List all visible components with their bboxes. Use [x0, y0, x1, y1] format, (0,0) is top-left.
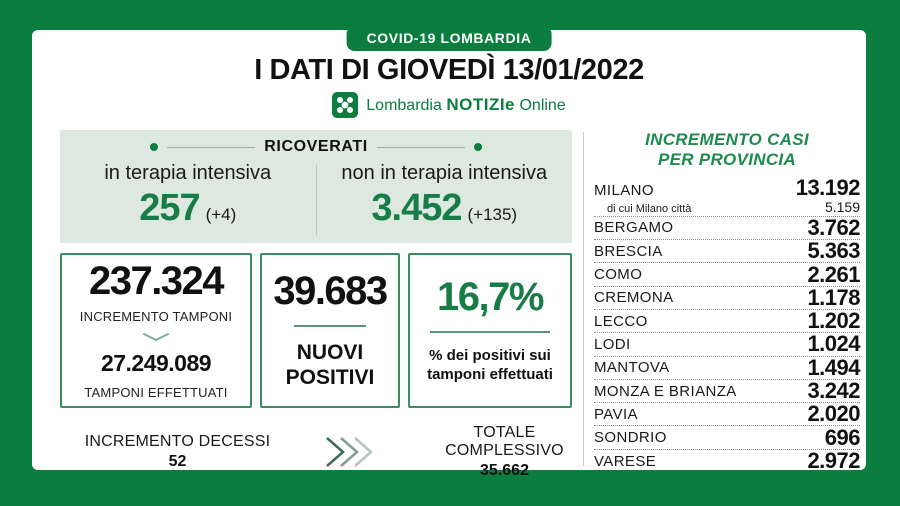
rosa-camuna-icon — [332, 92, 359, 118]
terapia-intensiva-label: in terapia intensiva — [104, 162, 272, 184]
green-dot-icon — [150, 143, 159, 151]
lombardia-notizie-logo: Lombardia NOTIZIe Online — [32, 92, 866, 118]
province-title-line2: PER PROVINCIA — [657, 150, 797, 170]
province-value: 13.192 — [795, 175, 861, 201]
incremento-decessi-value: 52 — [168, 453, 187, 470]
divider-line — [294, 325, 366, 328]
logo-wordmark: Lombardia NOTIZIe Online — [366, 95, 565, 115]
terapia-intensiva-value: 257 — [139, 187, 200, 229]
bottom-summary-row: INCREMENTO DECESSI 52 TOTALE COMPLESSIVO… — [60, 424, 572, 480]
left-column: RICOVERATI in terapia intensiva 257 (+4) — [60, 130, 572, 479]
page-title: I DATI DI GIOVEDÌ 13/01/2022 — [254, 54, 644, 86]
totale-complessivo-value: 35.662 — [480, 462, 529, 479]
tamponi-effettuati-value: 27.249.089 — [100, 349, 212, 376]
table-row: SONDRIO 696 — [594, 424, 861, 450]
province-name: SONDRIO — [594, 429, 667, 447]
province-value: 1.024 — [807, 331, 860, 357]
province-title: INCREMENTO CASI PER PROVINCIA — [594, 130, 860, 171]
divider-line — [167, 146, 256, 148]
tamponi-box: 237.324 INCREMENTO TAMPONI 27.249.089 TA… — [60, 253, 252, 408]
logo-online: Online — [519, 97, 566, 114]
table-row: LECCO 1.202 — [594, 308, 860, 334]
incremento-decessi-label: INCREMENTO DECESSI — [84, 433, 271, 450]
divider-line — [376, 146, 465, 148]
province-table: MILANO 13.192 di cui Milano città 5.159 … — [594, 175, 861, 473]
covid-lombardia-badge: COVID-19 LOMBARDIA — [346, 26, 552, 51]
percentuale-positivi-box: 16,7% % dei positivi sui tamponi effettu… — [408, 253, 572, 408]
province-value: 696 — [824, 424, 861, 450]
province-title-line1: INCREMENTO CASI — [645, 130, 809, 149]
province-value: 3.242 — [807, 378, 860, 403]
province-value: 1.202 — [807, 308, 860, 334]
chevron-down-icon — [143, 332, 169, 342]
province-name: MILANO — [594, 182, 654, 200]
totale-complessivo-label: TOTALE COMPLESSIVO — [445, 424, 564, 459]
province-value: 2.020 — [807, 401, 860, 427]
divider-line — [430, 330, 550, 333]
province-name: MANTOVA — [594, 359, 670, 377]
nuovi-positivi-label: NUOVI POSITIVI — [285, 341, 375, 389]
chevrons-right-icon — [323, 432, 375, 472]
milano-citta-value: 5.159 — [824, 199, 860, 216]
milano-citta-label: di cui Milano città — [607, 203, 692, 216]
column-separator — [583, 132, 584, 466]
table-row: BERGAMO 3.762 — [594, 214, 860, 241]
nuovi-positivi-value: 39.683 — [273, 269, 388, 314]
ricoverati-title: RICOVERATI — [264, 138, 368, 155]
province-value: 2.261 — [807, 261, 860, 287]
ricoverati-panel: RICOVERATI in terapia intensiva 257 (+4) — [60, 130, 572, 243]
table-row-milano: MILANO 13.192 di cui Milano città 5.159 — [594, 175, 861, 217]
province-name: BERGAMO — [594, 219, 674, 237]
logo-brand: Lombardia — [366, 97, 442, 114]
terapia-intensiva-block: in terapia intensiva 257 (+4) — [60, 160, 316, 240]
incremento-decessi-block: INCREMENTO DECESSI 52 — [60, 433, 295, 471]
province-name: VARESE — [594, 452, 657, 470]
percentuale-label: % dei positivi sui tamponi effettuati — [427, 346, 553, 383]
terapia-intensiva-delta: (+4) — [205, 205, 237, 224]
province-panel: INCREMENTO CASI PER PROVINCIA MILANO 13.… — [594, 130, 861, 472]
non-terapia-intensiva-block: non in terapia intensiva 3.452 (+135) — [317, 160, 573, 240]
vertical-divider — [315, 164, 317, 236]
main-content: RICOVERATI in terapia intensiva 257 (+4) — [60, 130, 861, 479]
table-row: CREMONA 1.178 — [594, 284, 860, 310]
incremento-tamponi-value: 237.324 — [88, 259, 225, 303]
totale-complessivo-block: TOTALE COMPLESSIVO 35.662 — [375, 424, 572, 480]
province-name: LODI — [594, 335, 631, 353]
table-row: PAVIA 2.020 — [594, 401, 860, 427]
province-value: 5.363 — [807, 238, 860, 264]
province-value: 2.972 — [807, 448, 860, 474]
province-name: BRESCIA — [594, 242, 663, 260]
content-sheet: COVID-19 LOMBARDIA I DATI DI GIOVEDÌ 13/… — [32, 26, 866, 479]
tamponi-effettuati-label: TAMPONI EFFETTUATI — [84, 385, 228, 400]
province-value: 1.494 — [807, 354, 860, 380]
province-name: CREMONA — [594, 289, 674, 307]
province-name: COMO — [594, 266, 643, 284]
ricoverati-header: RICOVERATI — [60, 138, 572, 156]
province-value: 1.178 — [807, 284, 860, 310]
green-dot-icon — [473, 143, 482, 151]
province-name: MONZA E BRIANZA — [594, 382, 737, 400]
table-row: BRESCIA 5.363 — [594, 238, 860, 264]
table-row: VARESE 2.972 — [594, 450, 860, 473]
table-row: MONZA E BRIANZA 3.242 — [594, 378, 860, 404]
non-terapia-intensiva-delta: (+135) — [467, 205, 518, 224]
incremento-tamponi-label: INCREMENTO TAMPONI — [79, 309, 233, 325]
province-name: PAVIA — [594, 405, 638, 423]
province-name: LECCO — [594, 312, 648, 330]
stat-boxes: 237.324 INCREMENTO TAMPONI 27.249.089 TA… — [60, 253, 572, 408]
percentuale-value: 16,7% — [437, 274, 544, 319]
ricoverati-columns: in terapia intensiva 257 (+4) non in ter… — [60, 160, 572, 240]
province-value: 3.762 — [807, 214, 860, 240]
table-row: COMO 2.261 — [594, 261, 860, 287]
table-row: LODI 1.024 — [594, 331, 860, 357]
table-row: MANTOVA 1.494 — [594, 354, 860, 380]
non-terapia-intensiva-value: 3.452 — [371, 187, 462, 229]
nuovi-positivi-box: 39.683 NUOVI POSITIVI — [260, 253, 400, 408]
logo-notizie: NOTIZIe — [446, 95, 516, 114]
non-terapia-intensiva-label: non in terapia intensiva — [341, 162, 548, 184]
